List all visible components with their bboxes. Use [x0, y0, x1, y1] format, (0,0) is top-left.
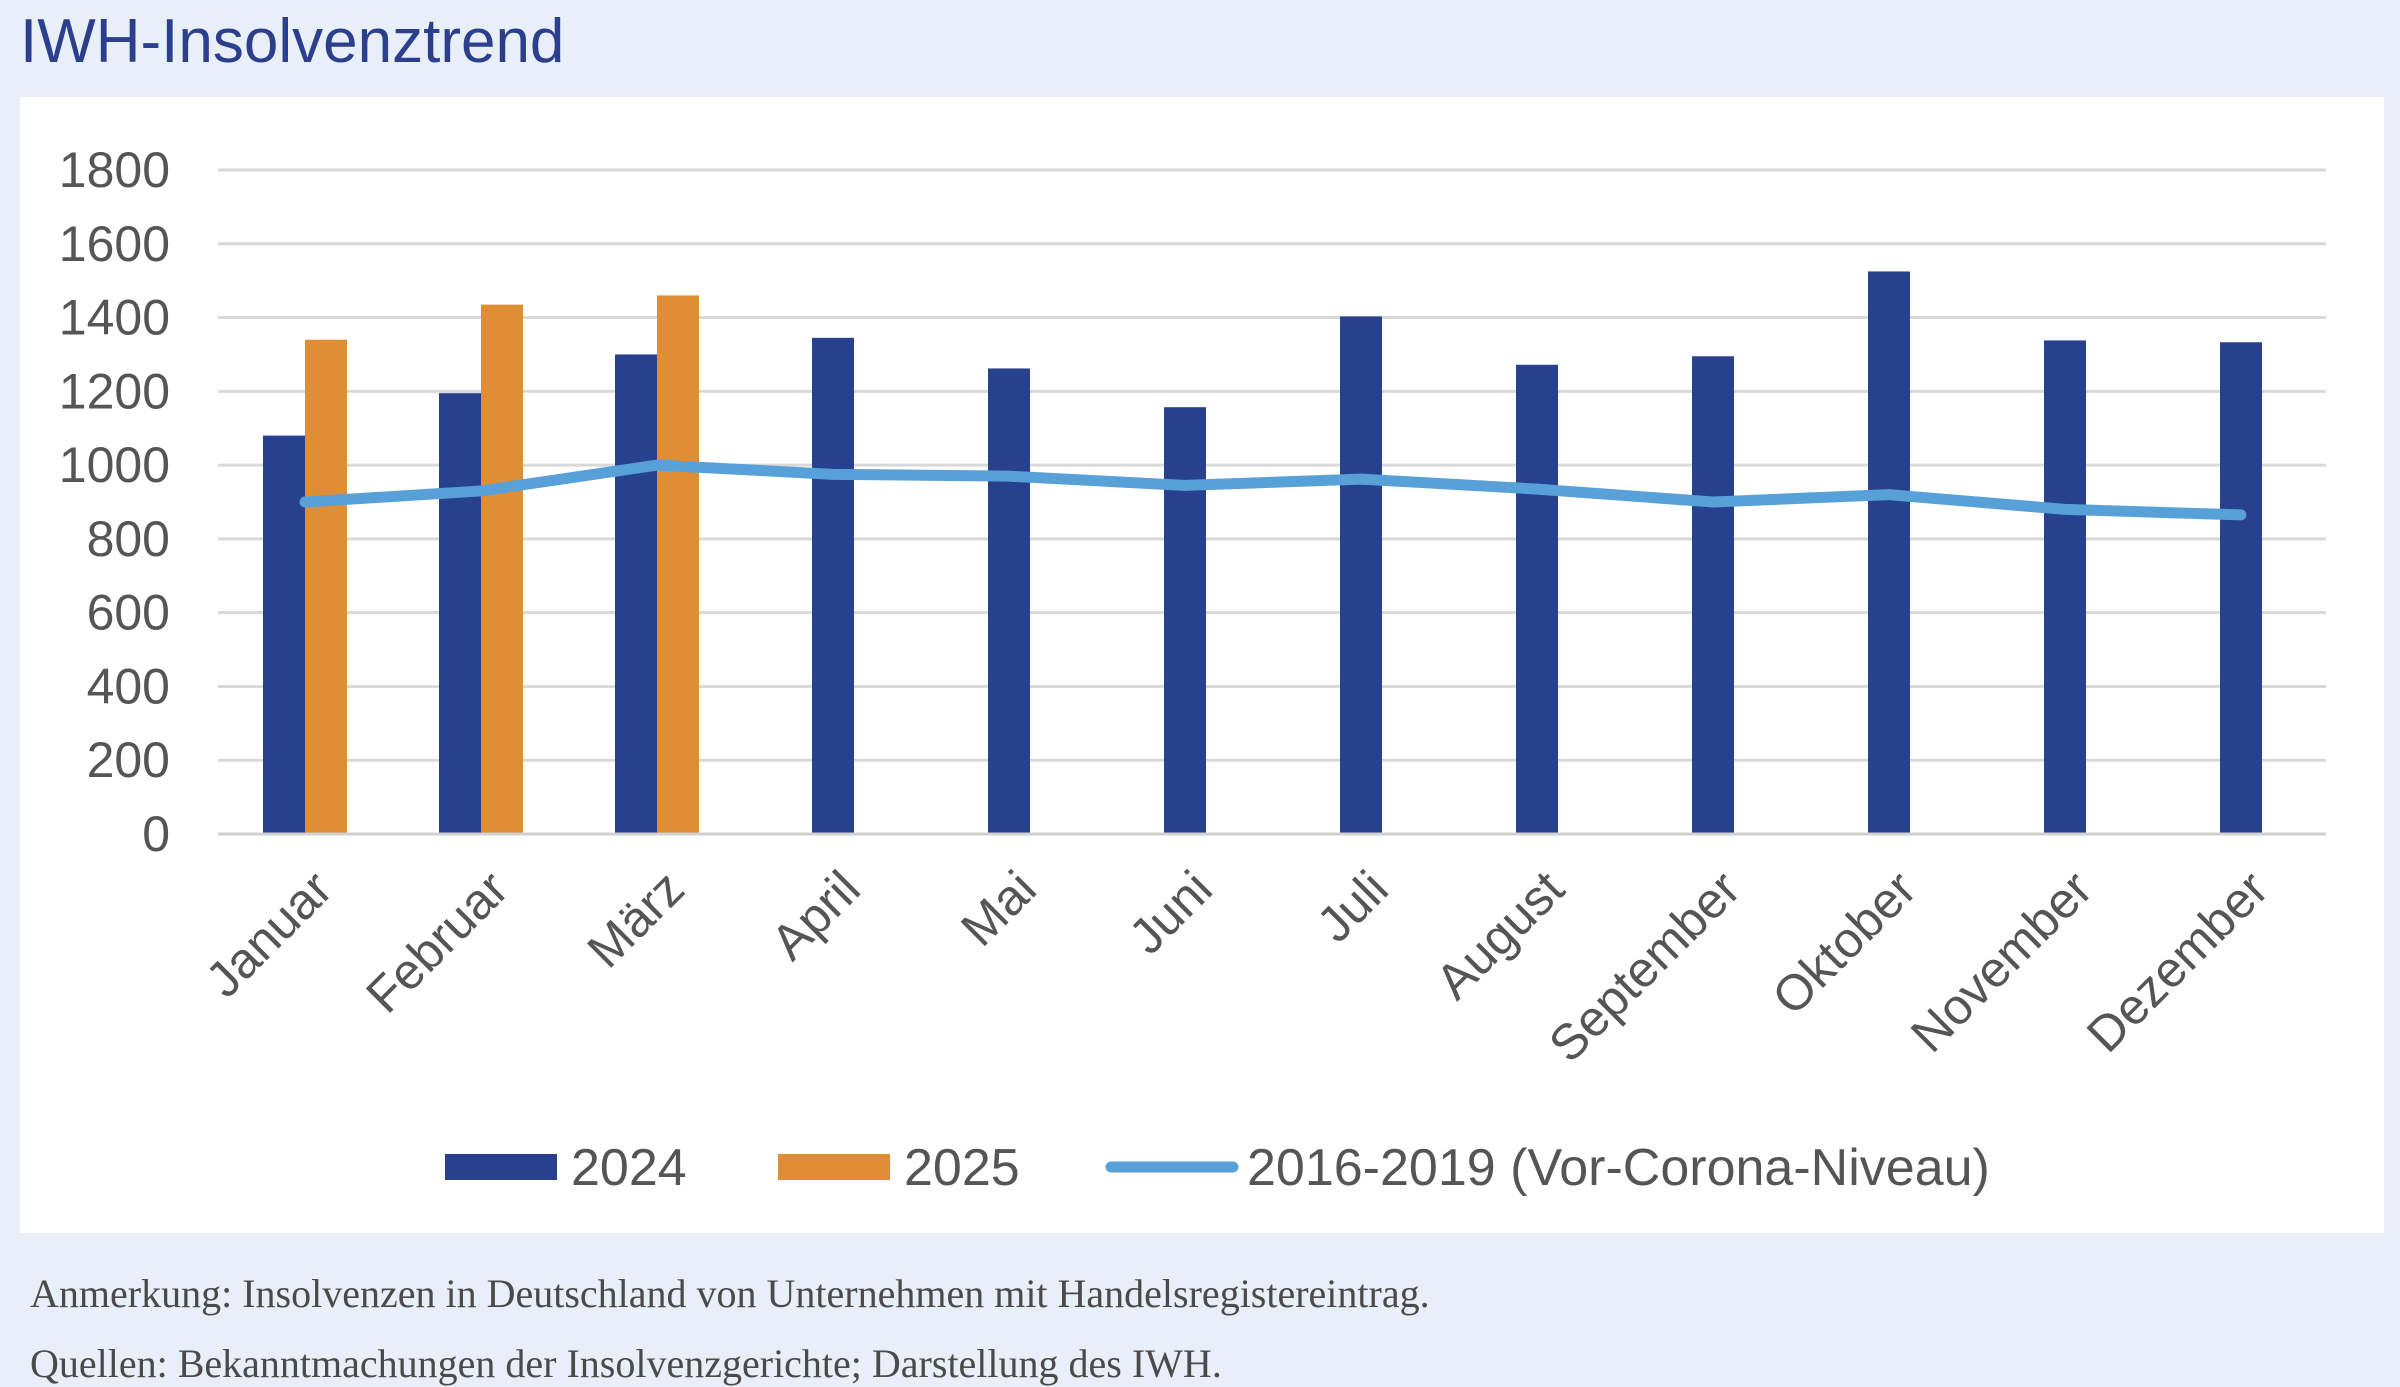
x-tick-label: November — [1900, 860, 2103, 1063]
legend-label: 2016-2019 (Vor-Corona-Niveau) — [1247, 1139, 1990, 1197]
bar-2024-Juni — [1164, 407, 1206, 834]
bar-2024-Dezember — [2220, 342, 2262, 834]
bar-2025-März — [657, 295, 699, 834]
bar-2024-Januar — [263, 435, 305, 834]
bar-2024-November — [2044, 340, 2086, 834]
y-tick-label: 400 — [87, 658, 170, 714]
chart-panel: 0 200 400 600 800 1000 1200 1400 1600 1800 Januar F… — [20, 97, 2384, 1233]
bar-2024-Oktober — [1868, 271, 1910, 834]
bar-2024-September — [1692, 356, 1734, 834]
y-tick-label: 600 — [87, 585, 170, 641]
x-tick-label: September — [1538, 860, 1751, 1073]
legend-label: 2024 — [571, 1139, 687, 1197]
chart-svg: 0 200 400 600 800 1000 1200 1400 1600 1800 Januar F… — [59, 142, 2326, 1197]
x-tick-label: Juli — [1306, 860, 1399, 953]
line-series — [299, 459, 2247, 521]
y-tick-label: 1600 — [59, 216, 170, 272]
y-tick-label: 0 — [142, 806, 170, 862]
y-tick-label: 800 — [87, 511, 170, 567]
x-tick-label: Februar — [355, 860, 518, 1023]
bar-2024-Juli — [1340, 316, 1382, 835]
annotation-note: Anmerkung: Insolvenzen in Deutschland vo… — [30, 1271, 1430, 1316]
chart-title: IWH-Insolvenztrend — [20, 7, 565, 76]
bar-2025-Januar — [305, 339, 347, 834]
x-tick-label: März — [577, 860, 695, 978]
x-tick-label: August — [1425, 860, 1575, 1010]
bar-2024-Februar — [439, 393, 481, 834]
sources-note: Quellen: Bekanntmachungen der Insolvenzg… — [30, 1341, 1222, 1386]
y-tick-label: 1800 — [59, 142, 170, 198]
bar-2024-April — [812, 337, 854, 834]
y-tick-label: 1000 — [59, 437, 170, 493]
chart-title-cut: IWH-Insolvenztrend — [20, 0, 564, 13]
legend-swatch-2025 — [778, 1154, 890, 1180]
x-tick-label: April — [760, 860, 870, 970]
bar-2025-Februar — [481, 304, 523, 835]
x-tick-label: Oktober — [1761, 860, 1926, 1025]
x-tick-label: Januar — [195, 860, 343, 1008]
bar-2024-März — [615, 354, 657, 834]
y-tick-label: 1200 — [59, 363, 170, 419]
x-tick-label: Juni — [1118, 860, 1222, 964]
bar-2024-August — [1516, 364, 1558, 834]
bar-2024-Mai — [988, 368, 1030, 834]
y-tick-label: 200 — [87, 732, 170, 788]
legend-swatch-2024 — [445, 1154, 557, 1180]
x-tick-label: Dezember — [2076, 860, 2279, 1063]
y-tick-label: 1400 — [59, 290, 170, 346]
legend-label: 2025 — [904, 1139, 1020, 1197]
x-tick-label: Mai — [950, 860, 1047, 957]
